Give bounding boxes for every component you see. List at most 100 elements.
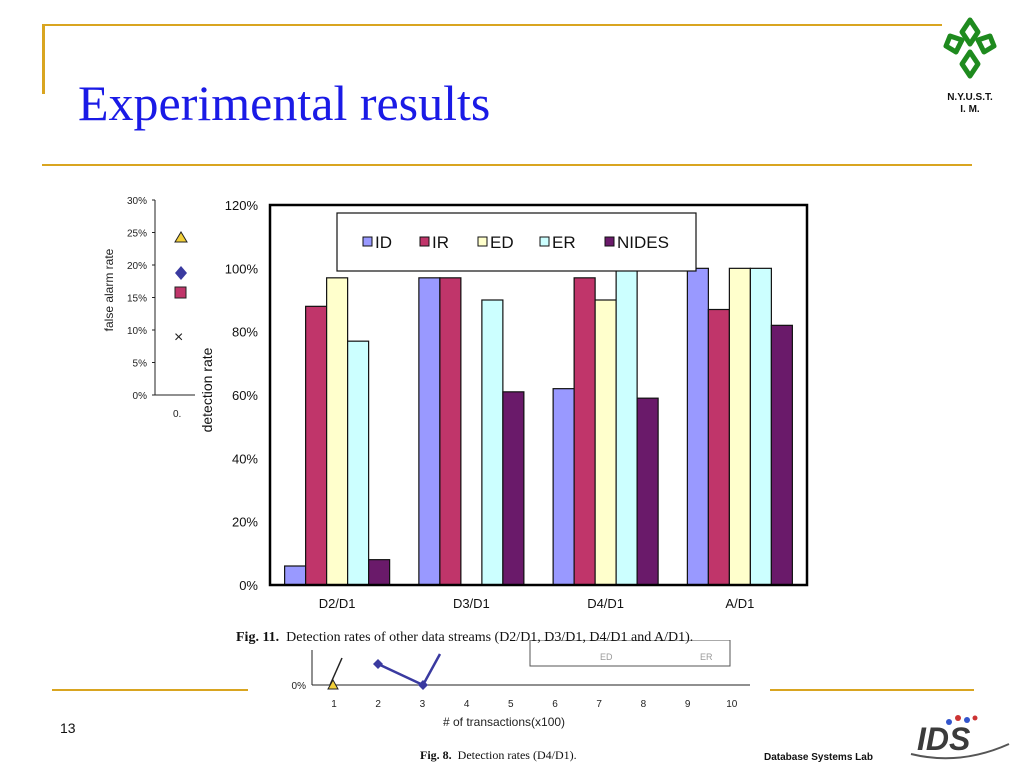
fig8-x-tick: 4	[464, 699, 470, 710]
bar-id-1	[418, 277, 441, 586]
fig8-x-tick: 7	[596, 699, 602, 710]
fig8-diamond-marker-icon	[373, 659, 383, 669]
fig8-caption-label: Fig. 8.	[420, 748, 452, 762]
bar-ir-3	[707, 308, 730, 586]
fig8-diamond-marker-icon	[418, 680, 428, 690]
fig8-triangle-marker-icon	[327, 678, 339, 690]
left-accent-bar	[42, 24, 45, 94]
legend-box	[336, 212, 697, 272]
bar-id-3	[686, 267, 709, 586]
fig8-legend-ed: ED	[600, 652, 613, 662]
fig8-x-tick: 3	[420, 699, 426, 710]
bar-series	[284, 267, 793, 586]
false-alarm-y-tick: 10%	[127, 326, 147, 337]
triangle-marker-icon	[174, 231, 188, 243]
false-alarm-y-tick: 20%	[127, 261, 147, 272]
bar-id-0	[284, 565, 307, 586]
bar-nides-1	[502, 391, 525, 586]
bar-ed-3	[728, 267, 751, 586]
bar-ir-1	[439, 277, 462, 586]
lab-name: Database Systems Lab	[764, 752, 873, 763]
y-tick-label: 80%	[232, 325, 258, 340]
x-tick-label: D4/D1	[587, 596, 624, 611]
fig8-x-tick: 2	[375, 699, 381, 710]
false-alarm-y-tick: 0%	[133, 391, 148, 402]
false-alarm-y-tick: 25%	[127, 229, 147, 240]
legend-label-ir: IR	[432, 233, 449, 252]
legend-swatch-er	[539, 236, 550, 247]
fig8-ytick-0: 0%	[292, 681, 307, 692]
ids-lab-logo-icon: IDS	[910, 715, 1010, 760]
x-tick-label: D2/D1	[319, 596, 356, 611]
ids-logo-text: IDS	[917, 721, 971, 757]
y-tick-label: 120%	[225, 198, 259, 213]
bar-ir-2	[573, 277, 596, 586]
legend-label-id: ID	[375, 233, 392, 252]
logo-text-line2: I. M.	[960, 104, 980, 115]
x-tick-labels: D2/D1 D3/D1 D4/D1 A/D1	[319, 596, 755, 611]
y-tick-label: 20%	[232, 515, 258, 530]
fig8-x-tick: 8	[641, 699, 647, 710]
fig8-series-line	[329, 657, 343, 686]
bar-er-3	[749, 267, 772, 586]
x-tick-label: D3/D1	[453, 596, 490, 611]
false-alarm-y-ticks: 0% 5% 10% 15% 20% 25% 30%	[127, 196, 155, 402]
fig8-xlabel: # of transactions(x100)	[443, 715, 565, 729]
page-number: 13	[60, 720, 76, 736]
false-alarm-y-tick: 5%	[133, 359, 148, 370]
top-rule	[42, 24, 942, 26]
legend-label-er: ER	[552, 233, 576, 252]
fig8-legend-er: ER	[700, 652, 713, 662]
legend-swatch-nides	[604, 236, 615, 247]
bar-id-2	[552, 388, 575, 586]
y-tick-labels: 0% 20% 40% 60% 80% 100% 120%	[225, 198, 259, 593]
bar-ed-2	[594, 299, 617, 586]
cross-marker-icon: ×	[174, 329, 183, 346]
y-tick-label: 0%	[239, 578, 258, 593]
detection-rate-d4d1-chart: 0% ED ER 1 2 3 4 5 6 7 8 9 10 # of transactions(x…	[292, 640, 750, 729]
false-alarm-y-tick: 30%	[127, 196, 147, 207]
fig8-caption-text: Detection rates (D4/D1).	[457, 748, 577, 762]
fig11-caption-label: Fig. 11.	[236, 630, 280, 645]
y-tick-label: 60%	[232, 388, 258, 403]
legend-label-nides: NIDES	[617, 233, 669, 252]
y-tick-label: 40%	[232, 451, 258, 466]
false-alarm-x-tick: 0.	[173, 409, 181, 420]
fig8-x-ticks: 1 2 3 4 5 6 7 8 9 10	[331, 699, 738, 710]
plot-frame	[268, 203, 809, 587]
footer-rule-left	[52, 689, 248, 691]
diamond-marker-icon	[175, 266, 187, 280]
x-tick-label: A/D1	[725, 596, 754, 611]
bar-nides-0	[368, 559, 391, 586]
legend-swatch-ed	[477, 236, 488, 247]
footer-rule-right	[770, 689, 974, 691]
false-alarm-y-tick: 15%	[127, 294, 147, 305]
fig8-legend-box	[529, 640, 731, 667]
fig8-x-tick: 1	[331, 699, 337, 710]
legend-swatch-ir	[419, 236, 430, 247]
bar-ir-0	[305, 305, 328, 586]
logo-text-line1: N.Y.U.S.T.	[947, 92, 993, 103]
bar-nides-2	[636, 397, 659, 586]
legend-swatch-id	[362, 236, 373, 247]
fig8-caption: Fig. 8. Detection rates (D4/D1).	[420, 748, 577, 763]
fig11-caption-text: Detection rates of other data streams (D…	[286, 630, 694, 645]
nyust-logo-icon	[943, 17, 997, 79]
legend: ID IR ED ER NIDES	[336, 212, 697, 272]
y-axis-label: detection rate	[199, 347, 215, 432]
fig8-x-tick: 6	[552, 699, 558, 710]
bar-er-0	[347, 340, 370, 586]
slide-title: Experimental results	[78, 75, 491, 131]
fig11-caption: Fig. 11. Detection rates of other data s…	[236, 630, 693, 646]
fig8-x-tick: 9	[685, 699, 691, 710]
logo-caption: N.Y.U.S.T. I. M.	[930, 92, 1010, 116]
title-underline	[42, 164, 972, 166]
bar-er-1	[481, 299, 504, 586]
detection-rates-chart: detection rate 0% 20% 40% 60% 80% 100% 120% D2…	[195, 195, 825, 620]
bar-ed-0	[326, 277, 349, 586]
legend-label-ed: ED	[490, 233, 514, 252]
bar-er-2	[615, 267, 638, 586]
fig8-x-tick: 10	[726, 699, 738, 710]
square-marker-icon	[174, 286, 187, 299]
fig8-blue-line	[377, 653, 442, 687]
